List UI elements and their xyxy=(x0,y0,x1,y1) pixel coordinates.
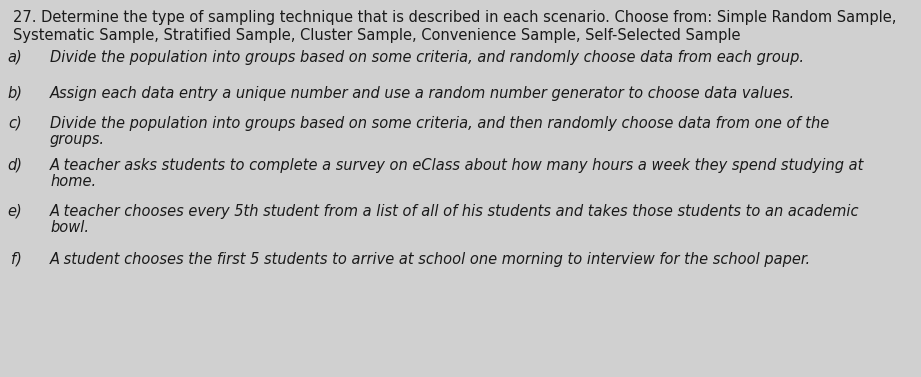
Text: Divide the population into groups based on some criteria, and then randomly choo: Divide the population into groups based … xyxy=(50,116,829,131)
Text: A student chooses the first 5 students to arrive at school one morning to interv: A student chooses the first 5 students t… xyxy=(50,252,811,267)
Text: home.: home. xyxy=(50,174,96,189)
Text: groups.: groups. xyxy=(50,132,105,147)
Text: bowl.: bowl. xyxy=(50,220,89,235)
Text: a): a) xyxy=(7,50,22,65)
Text: A teacher asks students to complete a survey on eClass about how many hours a we: A teacher asks students to complete a su… xyxy=(50,158,865,173)
Text: Divide the population into groups based on some criteria, and randomly choose da: Divide the population into groups based … xyxy=(50,50,804,65)
Text: e): e) xyxy=(7,204,22,219)
Text: A teacher chooses every 5th student from a list of all of his students and takes: A teacher chooses every 5th student from… xyxy=(50,204,859,219)
Text: c): c) xyxy=(8,116,22,131)
Text: d): d) xyxy=(7,158,22,173)
Text: b): b) xyxy=(7,86,22,101)
Text: Systematic Sample, Stratified Sample, Cluster Sample, Convenience Sample, Self-S: Systematic Sample, Stratified Sample, Cl… xyxy=(13,28,740,43)
Text: f): f) xyxy=(11,252,22,267)
Text: 27. Determine the type of sampling technique that is described in each scenario.: 27. Determine the type of sampling techn… xyxy=(13,10,896,25)
Text: Assign each data entry a unique number and use a random number generator to choo: Assign each data entry a unique number a… xyxy=(50,86,795,101)
